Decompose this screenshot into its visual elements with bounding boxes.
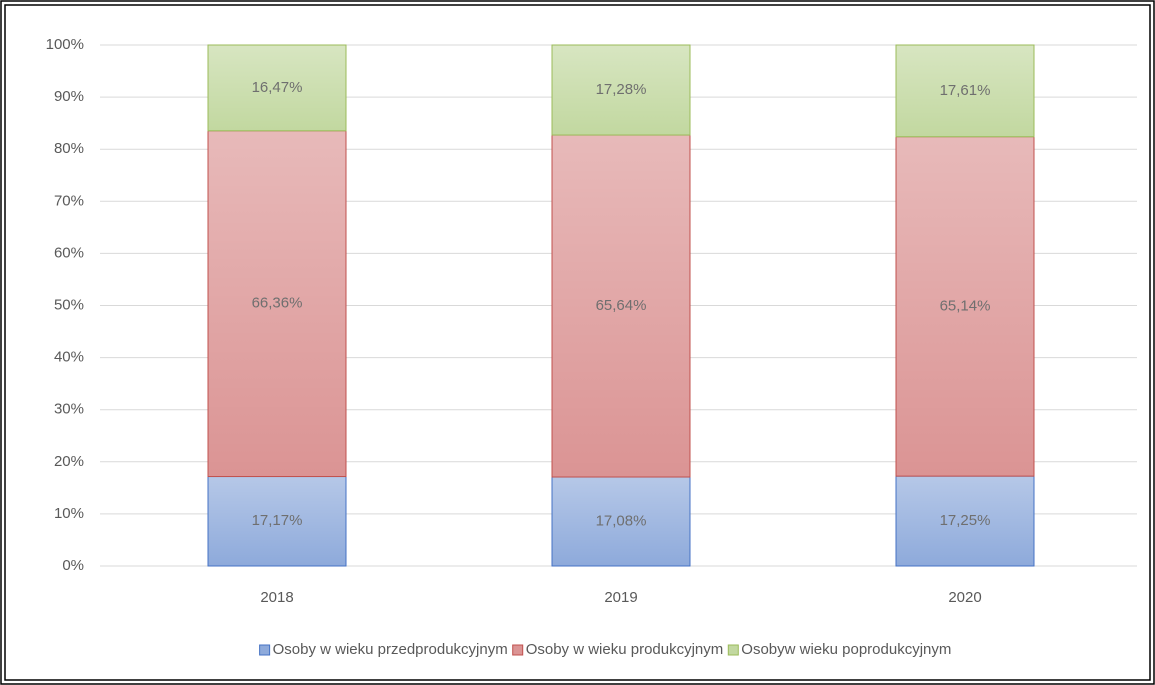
data-label: 17,28% xyxy=(596,81,647,98)
bar-shine xyxy=(208,131,346,477)
x-tick-label: 2019 xyxy=(604,589,637,606)
bar-shine xyxy=(896,45,1034,137)
inner-border xyxy=(4,4,1151,681)
y-tick-label: 40% xyxy=(54,349,84,366)
bar-shine xyxy=(552,135,690,477)
bars xyxy=(207,44,1035,567)
y-tick-label: 70% xyxy=(54,192,84,209)
bar-shine xyxy=(552,477,690,566)
legend-item: Osobyw wieku poprodukcyjnym xyxy=(727,641,951,658)
data-label: 17,25% xyxy=(940,512,991,529)
y-tick-label: 10% xyxy=(54,505,84,522)
data-label: 65,14% xyxy=(940,297,991,314)
bar-shine xyxy=(208,45,346,131)
legend-item: Osoby w wieku produkcyjnym xyxy=(512,641,724,658)
y-tick-label: 80% xyxy=(54,140,84,157)
bar-shine xyxy=(896,476,1034,566)
legend-label: Osobyw wieku poprodukcyjnym xyxy=(741,641,951,658)
data-label: 17,17% xyxy=(252,512,303,529)
x-tick-label: 2020 xyxy=(948,589,981,606)
legend-swatch xyxy=(727,644,739,656)
legend-label: Osoby w wieku produkcyjnym xyxy=(526,641,724,658)
data-label: 17,08% xyxy=(596,512,647,529)
x-tick-label: 2018 xyxy=(260,589,293,606)
data-label: 66,36% xyxy=(252,295,303,312)
bar-shine xyxy=(552,45,690,135)
y-tick-label: 90% xyxy=(54,88,84,105)
bar-shine xyxy=(896,137,1034,476)
labels: 0% 10% 20% 30% 40% 50% 60% 70% 80% 90% 100% 2018 17,… xyxy=(46,36,991,606)
y-tick-label: 50% xyxy=(54,296,84,313)
data-label: 16,47% xyxy=(252,79,303,96)
bar-shine xyxy=(208,477,346,566)
y-tick-label: 0% xyxy=(62,557,84,574)
y-tick-label: 30% xyxy=(54,401,84,418)
y-tick-label: 60% xyxy=(54,244,84,261)
data-label: 17,61% xyxy=(940,82,991,99)
legend-label: Osoby w wieku przedprodukcyjnym xyxy=(273,641,508,658)
legend-item: Osoby w wieku przedprodukcyjnym xyxy=(259,641,508,658)
legend-swatch xyxy=(259,644,271,656)
y-tick-label: 100% xyxy=(46,36,84,53)
data-label: 65,64% xyxy=(596,297,647,314)
legend-swatch xyxy=(512,644,524,656)
y-tick-label: 20% xyxy=(54,453,84,470)
